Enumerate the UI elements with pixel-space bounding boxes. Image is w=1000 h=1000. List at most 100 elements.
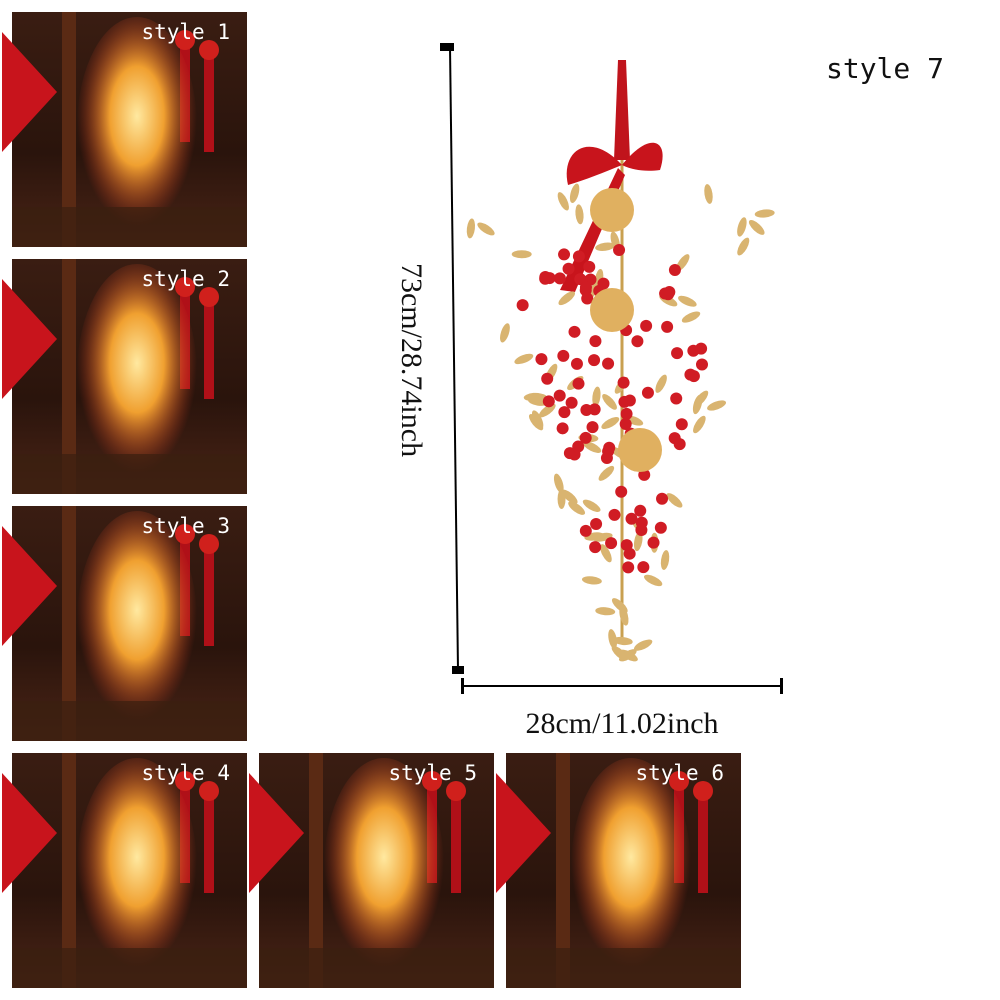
berry [602,357,615,370]
berry [647,536,660,549]
style-7-label: style 7 [826,52,944,85]
leaf [553,473,564,493]
panel-photo [2,506,247,741]
berry [562,262,575,275]
berry [588,354,601,367]
berry [615,485,628,498]
leaf [693,415,706,434]
height-cap [440,43,454,51]
berry [654,521,667,534]
berry [695,358,708,371]
berry [539,270,552,283]
berry [542,395,555,408]
berry [617,376,630,389]
berry [579,524,592,537]
berry [579,281,592,294]
berry [668,263,681,276]
berry [563,447,576,460]
leaf [633,531,643,552]
berry [516,299,529,312]
flower [590,188,634,232]
leaf [466,218,476,239]
berry [641,386,654,399]
leaf [678,295,697,307]
leaf [601,417,620,430]
berry [570,357,583,370]
style-label: style 4 [141,761,230,785]
style-panel: style 5 [249,753,494,988]
leaf [660,550,670,570]
style-label: style 1 [141,20,230,44]
berry [558,406,571,419]
width-cap [780,678,783,694]
berry [613,244,626,257]
leaf [531,410,544,429]
panel-photo [249,753,494,988]
leaf [477,222,495,236]
berry [605,537,618,550]
berry [671,347,684,360]
leaf [608,629,618,649]
leaf [704,184,713,204]
berry [623,547,636,560]
berry [553,272,566,285]
leaf [655,374,667,393]
style-panel: style 1 [2,12,247,247]
berry [631,335,644,348]
leaf [619,649,638,662]
berry [572,440,585,453]
leaf [569,183,580,203]
leaf [600,544,612,563]
style-panel: style 2 [2,259,247,494]
berry [590,517,603,530]
leaf [644,574,663,587]
leaf [538,403,556,418]
leaf [737,217,747,237]
leaf [754,209,775,218]
leaf [511,250,532,259]
berry [600,452,613,465]
berry [640,319,653,332]
leaf [748,220,765,235]
berry [588,403,601,416]
leaf [595,242,615,251]
height-label: 73cm/28.74inch [395,263,428,457]
leaf [681,311,701,323]
leaf [561,489,578,504]
berry [579,431,592,444]
leaf [595,607,616,616]
leaf [581,576,602,585]
leaf [707,400,727,411]
berry [572,250,585,263]
leaf [619,606,629,626]
berry [589,335,602,348]
berry [637,561,650,574]
leaf [523,392,544,401]
berry [659,287,672,300]
berry [620,407,633,420]
berry [661,320,674,333]
berry [619,418,632,431]
leaf [558,291,576,306]
berry [675,418,688,431]
berry [586,421,599,434]
berry [625,512,638,525]
berry [556,422,569,435]
berry [635,523,648,536]
height-cap [452,666,464,674]
leaf [557,192,569,211]
berry [597,277,610,290]
panel-photo [2,753,247,988]
flower [590,288,634,332]
width-label: 28cm/11.02inch [525,707,718,740]
flower [618,428,662,472]
berry [572,377,585,390]
leaf [598,465,615,481]
berry [553,389,566,402]
leaf [693,390,709,407]
leaf [582,499,601,512]
berry [670,392,683,405]
berry [568,325,581,338]
style-panel: style 6 [496,753,741,988]
